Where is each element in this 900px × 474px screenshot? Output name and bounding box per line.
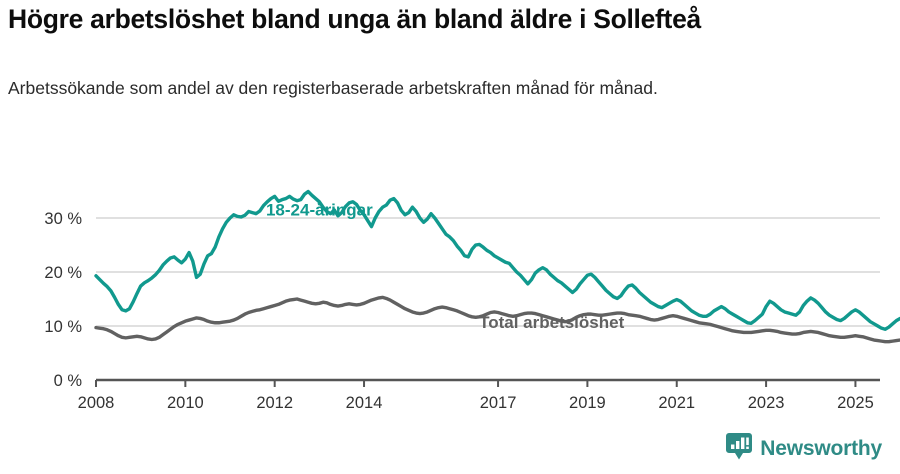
x-tick-label: 2012 — [256, 394, 293, 412]
x-tick-label: 2023 — [748, 394, 785, 412]
x-axis-ticks: 2008 2010 2012 2014 2017 2019 2021 2023 2025 — [78, 380, 874, 412]
newsworthy-logo[interactable]: Newsworthy — [726, 433, 882, 465]
x-tick-label: 2014 — [346, 394, 383, 412]
series-annotations: 18-24-åringar Total arbetslöshet — [266, 200, 625, 332]
series-line — [94, 189, 900, 331]
y-tick-label: 20 % — [44, 264, 82, 282]
x-tick-label: 2017 — [480, 394, 517, 412]
y-tick-label: 0 % — [54, 372, 83, 390]
page-subtitle: Arbetssökande som andel av den registerb… — [8, 78, 658, 98]
series-annotation: 18-24-åringar — [266, 200, 373, 219]
line-chart: 0 % 10 % 20 % 30 % 2008 2010 2012 2014 2017 2019… — [44, 189, 900, 412]
newsworthy-logo-text: Newsworthy — [760, 437, 882, 460]
gridlines — [96, 217, 880, 327]
data-series — [94, 189, 900, 344]
series-annotation: Total arbetslöshet — [479, 313, 624, 332]
series-line — [94, 295, 900, 344]
y-axis-ticks: 0 % 10 % 20 % 30 % — [44, 210, 82, 390]
chart-container: 0 % 10 % 20 % 30 % 2008 2010 2012 2014 2017 2019… — [0, 170, 900, 415]
page-title: Högre arbetslöshet bland unga än bland ä… — [8, 4, 701, 34]
x-tick-label: 2025 — [837, 394, 874, 412]
footer: Newsworthy — [0, 425, 900, 474]
newsworthy-bar-chart-bubble-icon — [726, 433, 753, 465]
x-tick-label: 2019 — [569, 394, 606, 412]
x-tick-label: 2010 — [167, 394, 204, 412]
x-tick-label: 2021 — [658, 394, 695, 412]
y-tick-label: 30 % — [44, 210, 82, 228]
y-tick-label: 10 % — [44, 318, 82, 336]
x-tick-label: 2008 — [78, 394, 115, 412]
